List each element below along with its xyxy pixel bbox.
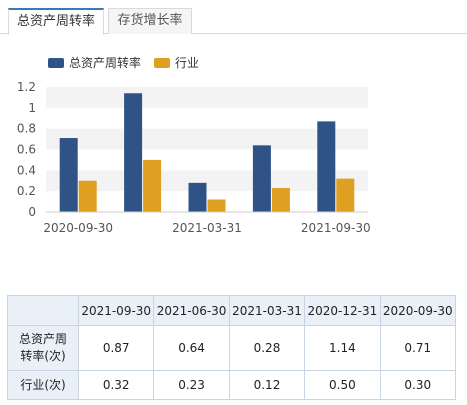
x-tick-label: 2021-09-30 bbox=[301, 221, 371, 235]
table-cell: 0.50 bbox=[304, 370, 381, 400]
table-col-header: 2020-09-30 bbox=[379, 295, 457, 326]
y-tick-label: 0.4 bbox=[17, 163, 36, 177]
bar-total-asset-turnover[interactable] bbox=[124, 93, 143, 212]
bar-total-asset-turnover[interactable] bbox=[252, 145, 271, 212]
bar-total-asset-turnover[interactable] bbox=[188, 182, 207, 212]
data-table: 2021-09-30 2021-06-30 2021-03-31 2020-12… bbox=[7, 295, 457, 400]
bar-industry[interactable] bbox=[207, 199, 226, 213]
table-cell: 0.28 bbox=[228, 325, 306, 371]
table-row: 行业(次) 0.32 0.23 0.12 0.50 0.30 bbox=[7, 370, 457, 400]
table-col-header: 2020-12-31 bbox=[304, 295, 381, 326]
bar-chart: 0 0.2 0.4 0.6 0.8 1 1.2 2020-09-30 2021-03-31 202… bbox=[17, 80, 371, 235]
table-col-header: 2021-03-31 bbox=[228, 295, 306, 326]
legend-label-industry: 行业 bbox=[175, 56, 200, 70]
tab-inventory-growth[interactable]: 存货增长率 bbox=[108, 8, 192, 34]
legend-label-main: 总资产周转率 bbox=[69, 56, 142, 70]
y-tick-label: 0.8 bbox=[17, 122, 36, 136]
y-tick-label: 0 bbox=[28, 205, 36, 219]
y-tick-label: 0.2 bbox=[17, 184, 36, 198]
table-cell: 0.87 bbox=[77, 325, 155, 371]
bar-industry[interactable] bbox=[336, 178, 355, 212]
bar-industry[interactable] bbox=[78, 180, 97, 212]
table-col-header: 2021-06-30 bbox=[153, 295, 230, 326]
table-cell: 1.14 bbox=[304, 325, 381, 371]
tab-total-asset-turnover[interactable]: 总资产周转率 bbox=[8, 8, 104, 35]
table-row-label: 行业(次) bbox=[7, 370, 79, 400]
y-tick-label: 1.2 bbox=[17, 80, 36, 94]
table-corner bbox=[7, 295, 79, 326]
x-tick-label: 2021-03-31 bbox=[172, 221, 242, 235]
table-cell: 0.32 bbox=[77, 370, 155, 400]
legend-swatch-industry bbox=[154, 58, 170, 68]
table-cell: 0.12 bbox=[228, 370, 306, 400]
x-tick-label: 2020-09-30 bbox=[43, 221, 113, 235]
table-cell: 0.64 bbox=[153, 325, 230, 371]
grid-band bbox=[46, 87, 368, 108]
legend-swatch-main bbox=[48, 58, 64, 68]
tab-bar: 总资产周转率 存货增长率 bbox=[0, 0, 467, 35]
y-tick-label: 0.6 bbox=[17, 143, 36, 157]
bar-total-asset-turnover[interactable] bbox=[317, 121, 336, 212]
table-row: 总资产周 转率(次) 0.87 0.64 0.28 1.14 0.71 bbox=[7, 325, 457, 371]
y-tick-label: 1 bbox=[28, 101, 36, 115]
table-cell: 0.30 bbox=[379, 370, 457, 400]
table-cell: 0.23 bbox=[153, 370, 230, 400]
table-col-header: 2021-09-30 bbox=[77, 295, 155, 326]
table-header-row: 2021-09-30 2021-06-30 2021-03-31 2020-12… bbox=[7, 295, 457, 326]
bar-industry[interactable] bbox=[143, 159, 162, 212]
bar-industry[interactable] bbox=[271, 188, 290, 212]
bar-total-asset-turnover[interactable] bbox=[59, 138, 78, 212]
table-row-label-text: 总资产周 转率(次) bbox=[18, 332, 67, 363]
table-row-label: 总资产周 转率(次) bbox=[7, 325, 79, 371]
table-cell: 0.71 bbox=[379, 325, 457, 371]
